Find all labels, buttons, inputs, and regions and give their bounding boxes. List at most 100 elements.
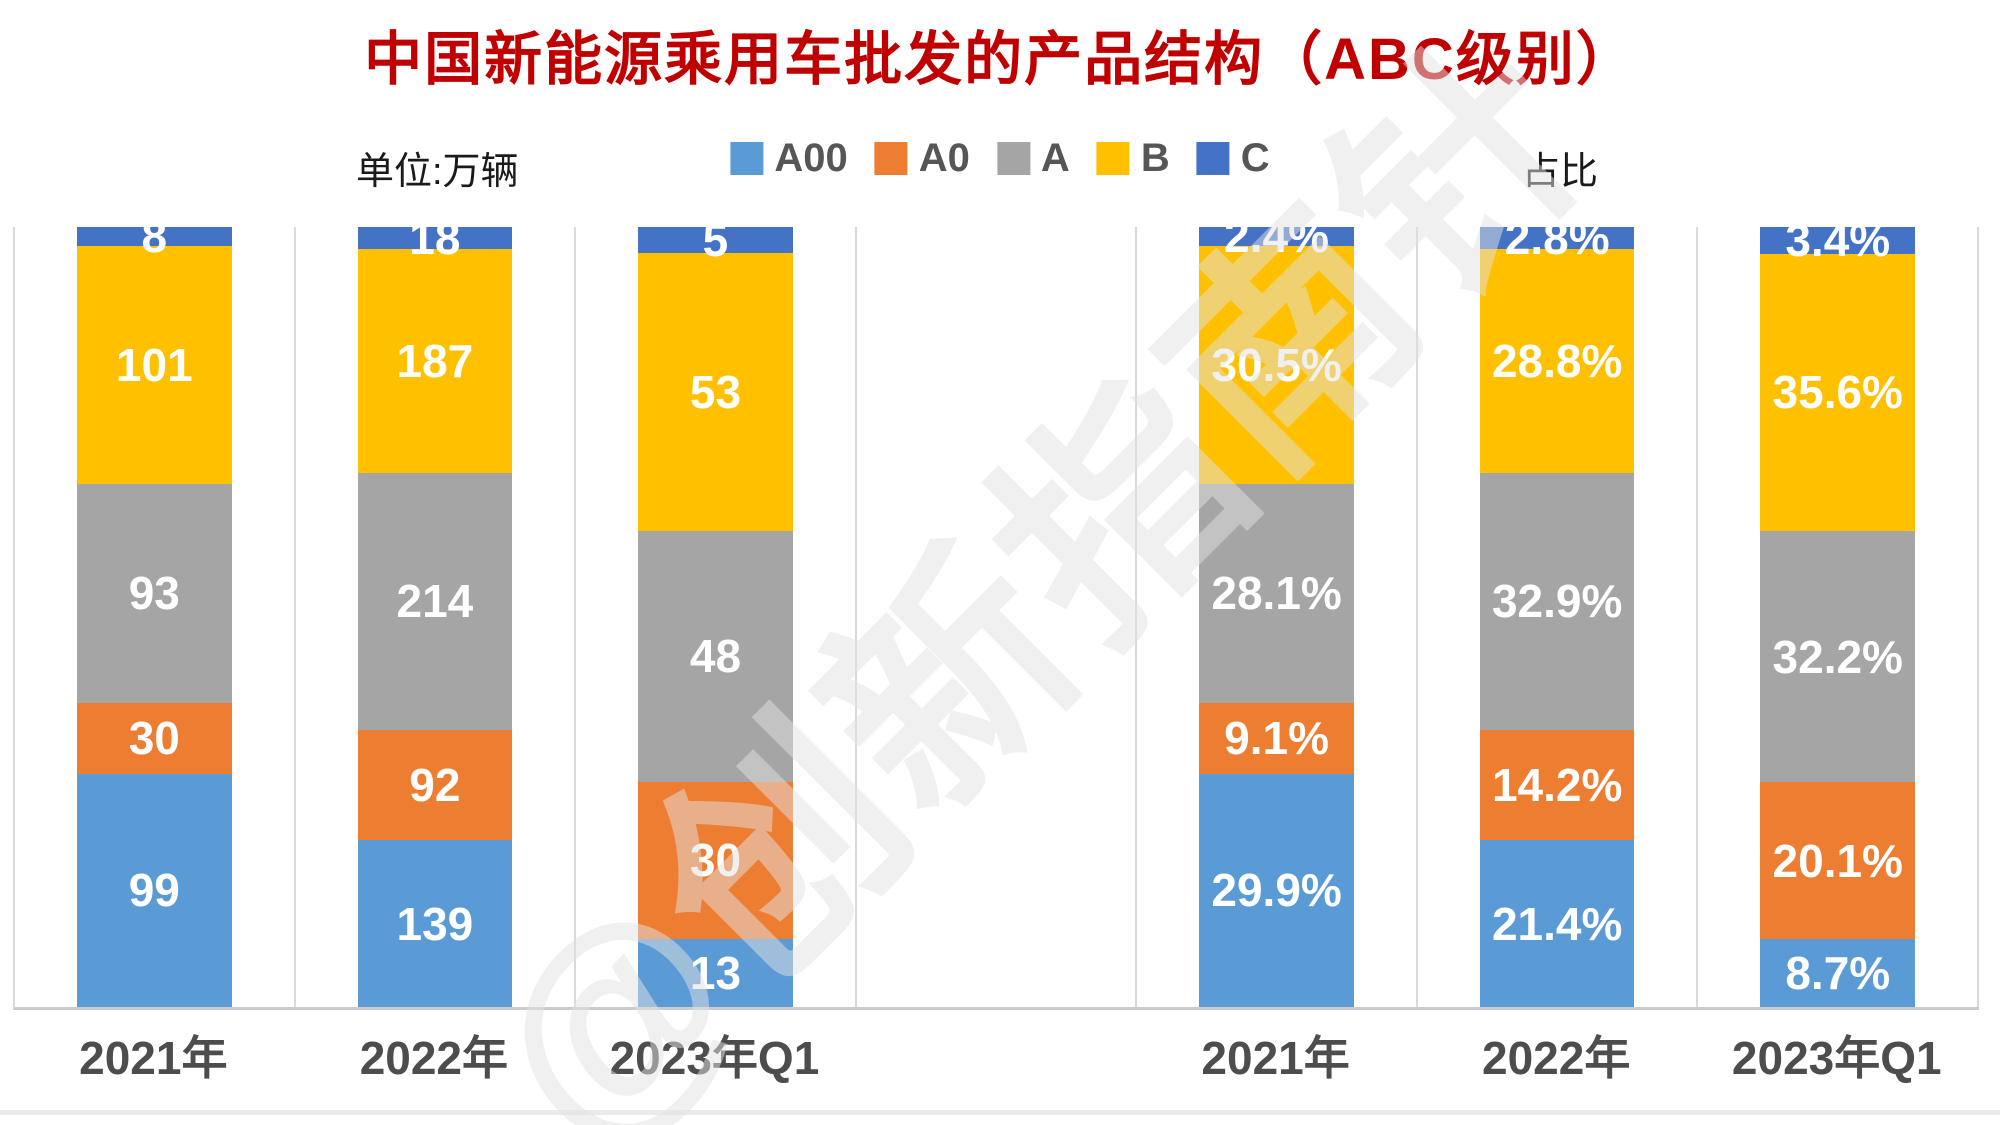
segment-a: 28.1% — [1199, 483, 1354, 703]
segment-a0: 9.1% — [1199, 702, 1354, 774]
legend-swatch-b-icon — [1096, 141, 1130, 175]
segment-b: 35.6% — [1760, 253, 1916, 532]
legend-item-b: B — [1096, 136, 1170, 180]
segment-a: 32.2% — [1760, 531, 1916, 783]
legend-label-c: C — [1240, 136, 1270, 180]
segment-value-label: 214 — [396, 575, 474, 628]
segment-value-label: 2.4% — [1224, 210, 1330, 263]
segment-value-label: 14.2% — [1491, 758, 1623, 811]
segment-value-label: 18 — [409, 211, 461, 264]
segment-value-label: 5 — [702, 214, 729, 267]
segment-value-label: 30 — [128, 712, 180, 765]
segment-value-label: 29.9% — [1211, 864, 1342, 917]
segment-value-label: 8.7% — [1785, 947, 1891, 1000]
legend-label-a00: A00 — [774, 136, 848, 180]
legend-swatch-a00-icon — [730, 141, 764, 175]
category-slot-spacer — [857, 227, 1138, 1007]
category-label-units-2023q1: 2023年Q1 — [609, 1032, 820, 1084]
segment-a: 214 — [357, 473, 513, 730]
legend-item-a: A — [996, 136, 1070, 180]
unit-label: 单位:万辆 — [356, 151, 519, 193]
segment-value-label: 99 — [128, 864, 180, 917]
segment-c: 8 — [76, 213, 232, 259]
segment-value-label: 30.5% — [1211, 338, 1342, 391]
segment-value-label: 35.6% — [1772, 366, 1903, 419]
segment-c: 2.8% — [1479, 215, 1635, 261]
segment-a0: 92 — [357, 729, 513, 841]
legend-row: 单位:万辆 A00 A0 A B C 占比 — [0, 130, 2000, 194]
category-label-units-2022: 2022年 — [359, 1032, 509, 1084]
legend-item-a0: A0 — [874, 136, 970, 180]
segment-b: 101 — [76, 245, 232, 484]
category-slot-units-2021: 99 30 93 101 8 — [15, 213, 296, 1007]
segment-value-label: 101 — [115, 338, 193, 391]
segment-value-label: 93 — [128, 567, 180, 620]
legend-label-a: A — [1040, 136, 1070, 180]
segment-a00: 99 — [76, 773, 232, 1007]
segment-value-label: 53 — [689, 365, 742, 418]
bottom-divider — [0, 1110, 2000, 1115]
share-label: 占比 — [1522, 151, 1599, 193]
segment-a00: 21.4% — [1479, 840, 1635, 1007]
legend-swatch-c-icon — [1196, 141, 1230, 175]
segment-value-label: 187 — [396, 334, 474, 387]
segment-value-label: 48 — [689, 630, 742, 683]
segment-value-label: 20.1% — [1772, 834, 1903, 887]
category-axis: 2021年 2022年 2023年Q1 2021年 2022年 2023年Q1 — [13, 1022, 1977, 1088]
category-label-share-2022: 2022年 — [1482, 1032, 1631, 1084]
segment-b: 187 — [357, 248, 513, 473]
chart-title: 中国新能源乘用车批发的产品结构（ABC级别） — [364, 27, 1636, 92]
legend-item-c: C — [1196, 136, 1270, 180]
segment-a0: 30 — [638, 781, 793, 939]
segment-value-label: 21.4% — [1491, 897, 1623, 950]
segment-a: 32.9% — [1479, 473, 1635, 730]
segment-value-label: 92 — [409, 759, 461, 811]
segment-a0: 20.1% — [1760, 782, 1916, 940]
legend: A00 A0 A B C — [730, 136, 1270, 180]
segment-b: 28.8% — [1479, 248, 1635, 474]
segment-value-label: 32.9% — [1491, 575, 1623, 628]
legend-label-a0: A0 — [918, 136, 970, 180]
segment-value-label: 8 — [141, 210, 168, 263]
segment-value-label: 9.1% — [1224, 712, 1330, 765]
bar-share-2022: 21.4% 14.2% 32.9% 28.8% 2.8% — [1479, 215, 1635, 1007]
plot-area: 99 30 93 101 8 139 92 214 187 18 13 30 4… — [13, 213, 1980, 1010]
bar-units-2023q1: 13 30 48 53 5 — [638, 217, 793, 1007]
segment-a0: 14.2% — [1479, 729, 1635, 841]
segment-a00: 139 — [357, 840, 513, 1007]
segment-a00: 13 — [638, 938, 793, 1007]
category-label-spacer — [855, 1022, 1136, 1088]
segment-value-label: 32.2% — [1772, 630, 1903, 683]
segment-c: 2.4% — [1199, 213, 1354, 259]
category-slot-units-2022: 139 92 214 187 18 — [296, 215, 577, 1007]
legend-swatch-a-icon — [996, 141, 1030, 175]
segment-value-label: 28.8% — [1491, 335, 1623, 388]
segment-value-label: 13 — [689, 946, 742, 999]
category-slot-share-2021: 29.9% 9.1% 28.1% 30.5% 2.4% — [1137, 213, 1418, 1007]
bar-share-2021: 29.9% 9.1% 28.1% 30.5% 2.4% — [1199, 213, 1354, 1007]
segment-a00: 29.9% — [1199, 773, 1354, 1007]
category-slot-share-2023q1: 8.7% 20.1% 32.2% 35.6% 3.4% — [1698, 217, 1980, 1007]
category-label-share-2021: 2021年 — [1201, 1032, 1350, 1084]
segment-value-label: 3.4% — [1785, 214, 1891, 267]
segment-value-label: 28.1% — [1211, 567, 1342, 620]
segment-c: 3.4% — [1760, 217, 1916, 263]
legend-item-a00: A00 — [730, 136, 848, 180]
legend-label-b: B — [1140, 136, 1170, 180]
segment-value-label: 30 — [689, 834, 742, 887]
bar-share-2023q1: 8.7% 20.1% 32.2% 35.6% 3.4% — [1760, 217, 1916, 1007]
category-label-units-2021: 2021年 — [79, 1032, 228, 1084]
bar-units-2022: 139 92 214 187 18 — [357, 215, 513, 1007]
segment-a: 48 — [638, 530, 793, 782]
segment-c: 18 — [357, 215, 513, 261]
bar-units-2021: 99 30 93 101 8 — [76, 213, 232, 1007]
segment-a0: 30 — [76, 703, 232, 774]
segment-c: 5 — [638, 217, 793, 263]
segment-value-label: 2.8% — [1504, 211, 1610, 264]
segment-b: 30.5% — [1199, 245, 1354, 484]
category-label-share-2023q1: 2023年Q1 — [1731, 1032, 1942, 1084]
category-slot-share-2022: 21.4% 14.2% 32.9% 28.8% 2.8% — [1418, 215, 1699, 1007]
segment-a00: 8.7% — [1760, 939, 1916, 1007]
category-slot-units-2023q1: 13 30 48 53 5 — [576, 217, 857, 1007]
